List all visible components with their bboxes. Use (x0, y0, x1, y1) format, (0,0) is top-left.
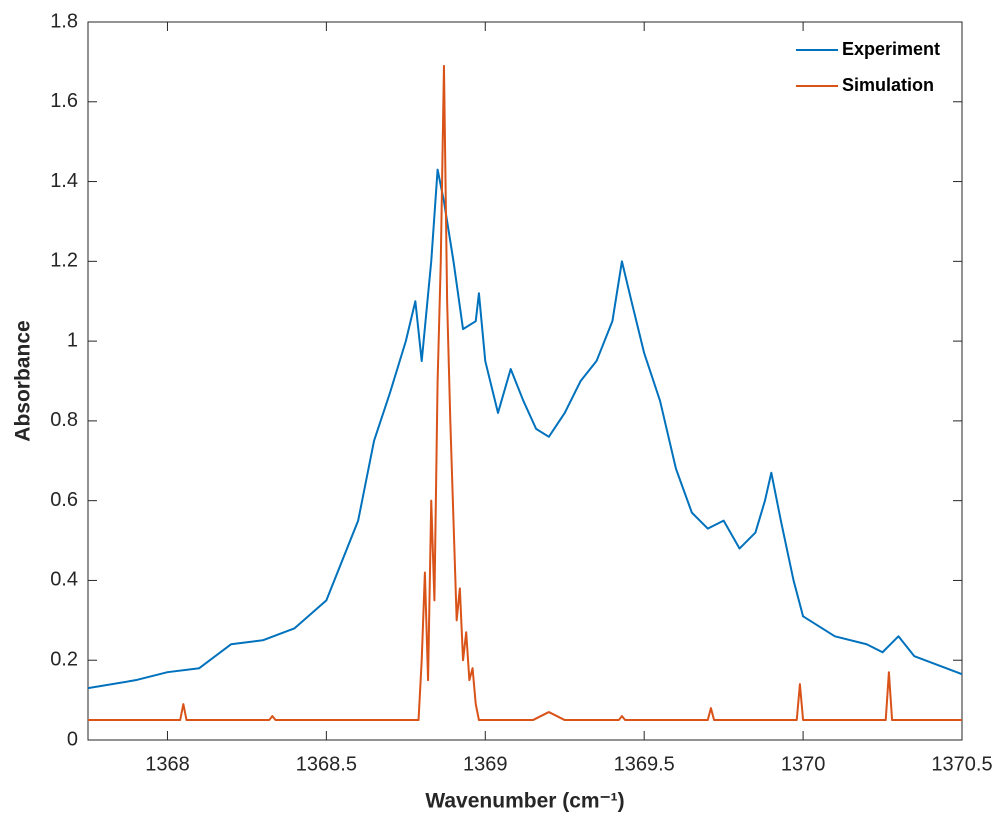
x-tick-label: 1369.5 (614, 753, 675, 775)
x-axis-label: Wavenumber (cm⁻¹) (425, 790, 624, 813)
legend-text: Simulation (842, 75, 934, 95)
y-tick-label: 0.4 (50, 569, 78, 591)
y-tick-label: 1 (67, 329, 78, 351)
y-tick-label: 1.2 (50, 250, 78, 272)
y-tick-label: 0 (67, 728, 78, 750)
y-tick-label: 0.6 (50, 489, 78, 511)
y-tick-label: 0.8 (50, 409, 78, 431)
series-line (88, 64, 962, 722)
y-axis-label: Absorbance (12, 320, 35, 441)
x-tick-label: 1370 (781, 753, 826, 775)
x-tick-label: 1368.5 (296, 753, 357, 775)
y-tick-label: 1.6 (50, 90, 78, 112)
y-tick-label: 1.8 (50, 10, 78, 32)
x-tick-label: 1369 (463, 753, 508, 775)
x-tick-label: 1368 (145, 753, 190, 775)
legend-text: Experiment (842, 39, 940, 59)
y-tick-label: 0.2 (50, 649, 78, 671)
x-tick-label: 1370.5 (931, 753, 992, 775)
y-tick-label: 1.4 (50, 170, 78, 192)
plot-area (87, 21, 963, 741)
series-line (87, 168, 963, 690)
